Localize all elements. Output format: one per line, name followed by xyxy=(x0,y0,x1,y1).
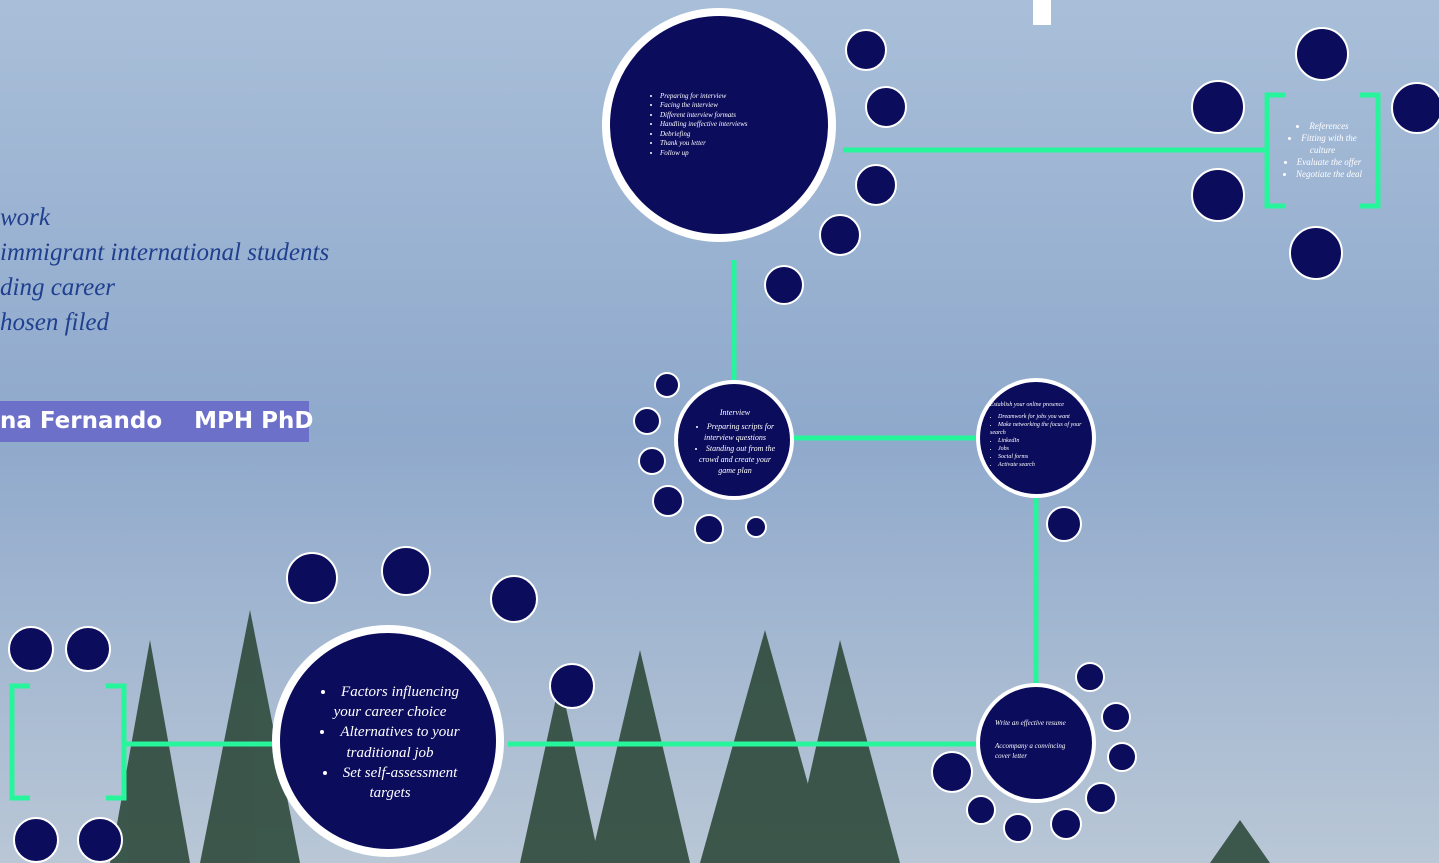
topic-circle[interactable] xyxy=(1086,783,1116,813)
topic-circle[interactable] xyxy=(653,486,683,516)
node-item: LinkedIn xyxy=(990,437,1085,445)
topic-circle[interactable] xyxy=(1108,743,1136,771)
node-text: Factors influencing your career choiceAl… xyxy=(315,675,465,810)
topic-circle[interactable] xyxy=(1192,169,1244,221)
topic-circle[interactable] xyxy=(1102,703,1130,731)
node-item: Write an effective resume xyxy=(995,719,1077,728)
node-item: Make networking the focus of your search xyxy=(990,421,1085,437)
topic-circle[interactable] xyxy=(287,553,337,603)
topic-circle[interactable] xyxy=(9,627,53,671)
node-item: Different interview formats xyxy=(650,111,790,120)
topic-circle[interactable] xyxy=(634,408,660,434)
node-item: Negotiate the deal xyxy=(1275,168,1370,180)
intro-line: ding career xyxy=(0,270,329,305)
topic-circle[interactable] xyxy=(78,818,122,862)
topic-circle[interactable] xyxy=(856,165,896,205)
author-banner: na Fernando MPH PhD xyxy=(0,401,309,442)
node-item: References xyxy=(1275,120,1370,132)
node-item: Set self-assessment targets xyxy=(315,763,465,804)
node-text: Interview Preparing scripts for interview… xyxy=(690,392,780,492)
node-text: Write an effective resume Accompany a con… xyxy=(995,700,1077,780)
topic-circle[interactable] xyxy=(1296,28,1348,80)
node-item: Thank you letter xyxy=(650,139,790,148)
topic-circle[interactable] xyxy=(66,627,110,671)
intro-line: hosen filed xyxy=(0,305,329,340)
node-text: Establish your online presence Dreamwork … xyxy=(990,390,1085,480)
node-item: Alternatives to your traditional job xyxy=(315,722,465,763)
node-item: Evaluate the offer xyxy=(1275,156,1370,168)
intro-line: immigrant international students xyxy=(0,235,329,270)
node-item: Jobs xyxy=(990,445,1085,453)
node-item: Handling ineffective interviews xyxy=(650,120,790,129)
node-item: Fitting with the culture xyxy=(1275,132,1370,156)
topic-circle[interactable] xyxy=(550,664,594,708)
prezi-canvas: workimmigrant international studentsding… xyxy=(0,0,1439,863)
topic-circle[interactable] xyxy=(695,515,723,543)
topic-circle[interactable] xyxy=(765,266,803,304)
node-item: Facing the interview xyxy=(650,101,790,110)
intro-line: work xyxy=(0,200,329,235)
topic-circle[interactable] xyxy=(846,30,886,70)
topic-circle[interactable] xyxy=(1290,227,1342,279)
node-item: Standing out from the crowd and create y… xyxy=(690,444,780,476)
node-heading: Interview xyxy=(690,408,780,419)
topic-circle[interactable] xyxy=(1051,809,1081,839)
topic-circle[interactable] xyxy=(1192,81,1244,133)
node-item: Preparing scripts for interview question… xyxy=(690,422,780,444)
topic-circle[interactable] xyxy=(746,517,766,537)
node-item: Dreamwork for jobs you want xyxy=(990,413,1085,421)
topic-circle[interactable] xyxy=(14,818,58,862)
topic-circle[interactable] xyxy=(639,448,665,474)
topic-circle[interactable] xyxy=(382,547,430,595)
topic-circle[interactable] xyxy=(1076,663,1104,691)
node-text: Preparing for interviewFacing the interv… xyxy=(650,85,790,165)
topic-circle[interactable] xyxy=(491,576,537,622)
topic-circle[interactable] xyxy=(655,373,679,397)
node-item: Activate search xyxy=(990,461,1085,469)
node-item: Preparing for interview xyxy=(650,92,790,101)
node-item: Accompany a convincing cover letter xyxy=(995,742,1077,761)
node-item: Follow up xyxy=(650,149,790,158)
node-item: Debriefing xyxy=(650,130,790,139)
topic-circle[interactable] xyxy=(932,752,972,792)
topic-circle[interactable] xyxy=(820,215,860,255)
topic-circle[interactable] xyxy=(866,87,906,127)
topic-circle[interactable] xyxy=(1047,507,1081,541)
topic-circle[interactable] xyxy=(1004,814,1032,842)
topic-circle[interactable] xyxy=(967,796,995,824)
topic-circle[interactable] xyxy=(1392,83,1439,133)
node-text: ReferencesFitting with the cultureEvalua… xyxy=(1275,115,1370,185)
node-heading: Establish your online presence xyxy=(990,401,1085,409)
node-item: Factors influencing your career choice xyxy=(315,682,465,723)
node-item: Social forms xyxy=(990,453,1085,461)
